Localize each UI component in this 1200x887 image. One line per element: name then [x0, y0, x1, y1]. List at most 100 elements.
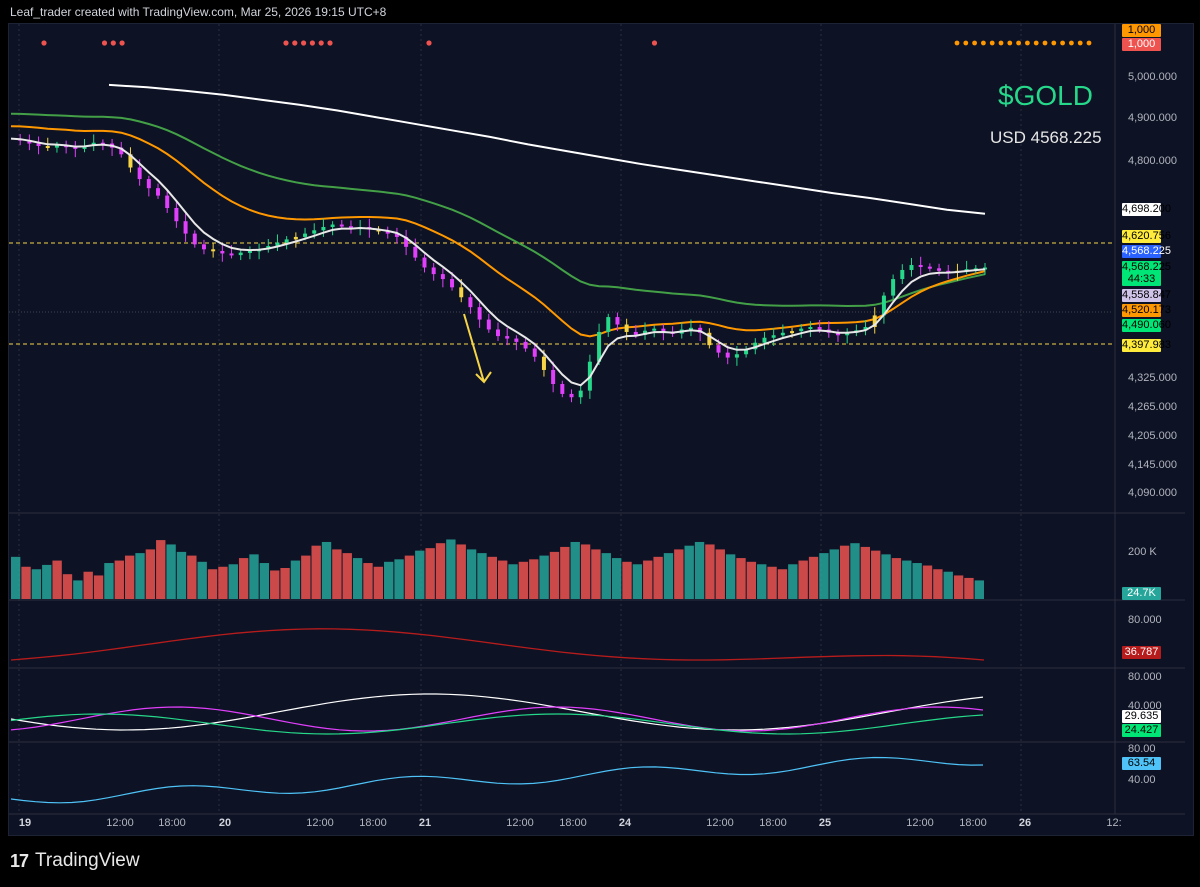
price-tag: 4,568.225: [1122, 261, 1171, 274]
price-axis-label: 4,205.000: [1128, 430, 1177, 442]
candle-body: [496, 329, 500, 337]
volume-bar: [435, 543, 446, 599]
candle-body: [835, 332, 840, 336]
volume-bar: [156, 540, 166, 599]
time-axis-label: 12:: [1106, 817, 1122, 829]
candle-body: [891, 279, 896, 296]
time-axis-label: 24: [618, 817, 632, 829]
volume-bar: [404, 555, 415, 599]
price-axis-label: 4,265.000: [1128, 401, 1177, 413]
volume-bar: [694, 541, 705, 599]
volume-bar: [290, 560, 301, 599]
candle-body: [422, 257, 427, 268]
volume-bar: [777, 569, 788, 599]
ema-long-line: [108, 83, 986, 215]
volume-bar: [549, 551, 560, 599]
volume-bar: [311, 545, 321, 599]
time-axis-label: 20: [218, 817, 232, 829]
volume-bar: [788, 564, 798, 599]
candle-body: [615, 317, 620, 325]
candle-body: [385, 231, 390, 234]
volume-bar: [73, 580, 83, 599]
rsi-last-tag: 36.787: [1122, 646, 1161, 659]
ema-fast-line: [10, 137, 986, 387]
price-tag: 4,520.173: [1122, 304, 1171, 317]
rsi-axis-label: 80.000: [1128, 614, 1162, 626]
candle-body: [652, 328, 657, 331]
price-tag: 4,397.983: [1122, 339, 1171, 352]
candle-body: [450, 279, 455, 288]
candle-body: [211, 249, 216, 252]
price-tag: 1,000: [1122, 24, 1161, 37]
signal-dot-red: [110, 40, 116, 46]
price-tag: 44:33: [1122, 273, 1161, 286]
candle-body: [661, 328, 666, 332]
price-label: USD 4568.225: [990, 128, 1102, 147]
price-tag: 4,620.756: [1122, 230, 1171, 243]
price-axis-label: 5,000.000: [1128, 71, 1177, 83]
oscillator-line: [10, 756, 984, 804]
candle-body: [27, 140, 32, 144]
dmi-last-tag: 24.427: [1122, 724, 1161, 737]
candle-body: [578, 390, 583, 398]
dmi-plus-line: [10, 713, 984, 735]
signal-dot-red: [327, 40, 333, 46]
volume-bar: [580, 544, 591, 599]
candle-body: [348, 226, 353, 229]
osc-axis-label: 80.00: [1128, 743, 1156, 755]
candle-body: [688, 327, 693, 330]
candle-body: [523, 341, 528, 349]
volume-bar: [363, 563, 373, 599]
chart-frame[interactable]: [8, 23, 1194, 836]
signal-dot-orange: [1042, 40, 1048, 46]
time-axis-label: 12:00: [506, 817, 534, 829]
signal-dot-orange: [954, 40, 960, 46]
candle-body: [45, 146, 50, 149]
volume-bar: [591, 549, 601, 599]
candle-body: [54, 145, 59, 148]
candle-body: [73, 146, 78, 149]
time-axis-label: 18:00: [158, 817, 186, 829]
volume-bar: [446, 539, 456, 599]
volume-bar: [922, 565, 933, 599]
volume-bar: [933, 569, 943, 599]
signal-dot-orange: [1069, 40, 1074, 46]
candle-body: [734, 354, 739, 358]
volume-bar: [891, 558, 902, 599]
candle-body: [312, 230, 317, 234]
signal-dot-orange: [981, 40, 986, 46]
signal-dot-red: [292, 40, 298, 46]
volume-bar: [684, 545, 694, 599]
volume-bar: [52, 560, 62, 599]
chart-canvas[interactable]: [9, 24, 1195, 837]
volume-bar: [674, 549, 684, 599]
volume-bar: [187, 555, 197, 599]
volume-bar: [145, 549, 156, 599]
footer-brand: TradingView: [35, 850, 140, 871]
volume-bar: [104, 563, 114, 599]
volume-bar: [767, 566, 777, 599]
signal-dot-red: [301, 40, 307, 46]
volume-last-tag: 24.7K: [1122, 587, 1161, 600]
candle-body: [137, 167, 142, 180]
volume-bar: [31, 569, 42, 599]
volume-bar: [394, 559, 404, 599]
volume-bar: [176, 551, 187, 599]
candle-body: [725, 352, 730, 358]
volume-bar: [560, 546, 570, 599]
volume-bar: [871, 550, 881, 599]
volume-bar: [746, 561, 757, 599]
volume-bar: [207, 569, 218, 599]
candle-body: [881, 295, 886, 316]
volume-bar: [622, 561, 632, 599]
volume-bar: [529, 559, 539, 599]
signal-dot-red: [119, 40, 125, 46]
candle-body: [707, 332, 712, 346]
osc-last-tag: 63.54: [1122, 757, 1161, 770]
candle-body: [229, 253, 234, 256]
candle-body: [927, 266, 932, 269]
volume-bar: [881, 554, 891, 599]
candle-body: [82, 146, 87, 149]
price-tag: 4,698.200: [1122, 203, 1171, 216]
candle-body: [771, 335, 776, 338]
